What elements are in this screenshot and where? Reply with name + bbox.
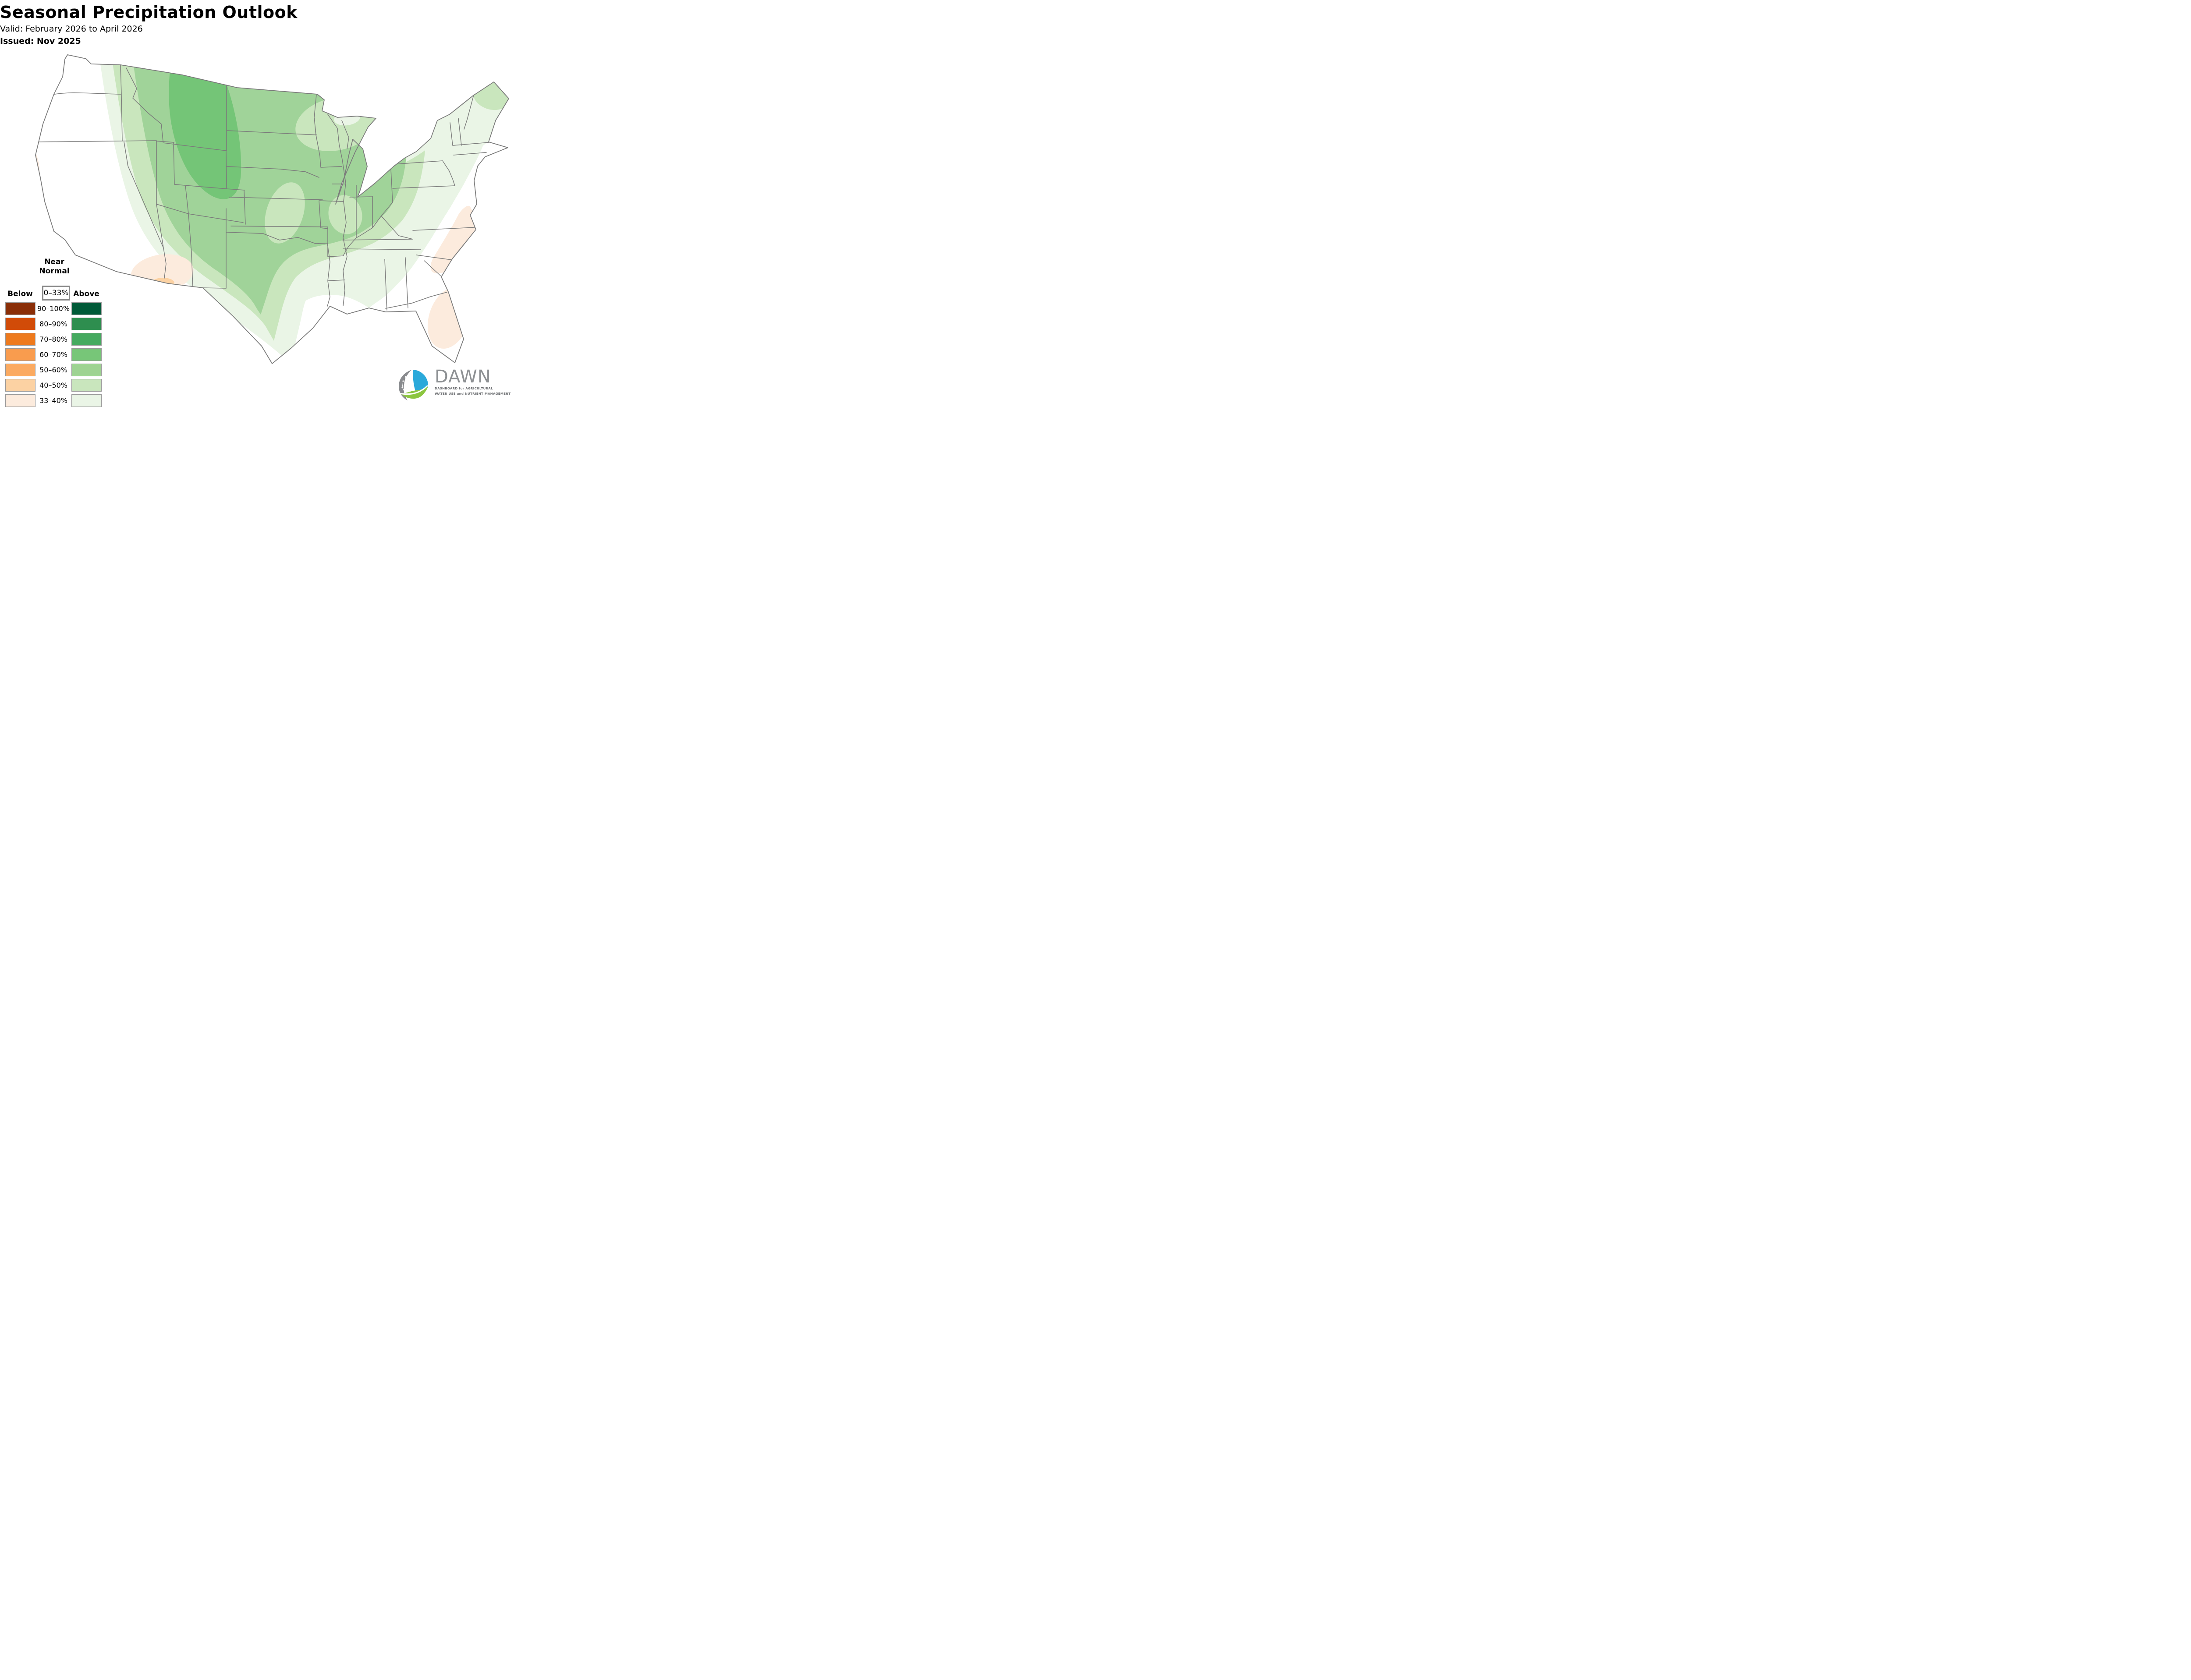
near-normal-line1: Near: [44, 258, 64, 266]
near-normal-line2: Normal: [39, 267, 70, 276]
below-swatch: [5, 302, 35, 315]
range-label: 60–70%: [39, 350, 67, 359]
legend-row: 80–90%: [5, 318, 102, 330]
legend-row: 90–100%: [5, 302, 102, 315]
swoosh-divider: [399, 385, 429, 395]
range-label: 90–100%: [37, 304, 70, 313]
map-svg: [35, 54, 509, 364]
range-label: 33–40%: [39, 396, 67, 405]
dawn-wordmark: DAWN: [435, 367, 491, 387]
legend-row: 50–60%: [5, 364, 102, 376]
us-precipitation-outlook-map: [35, 52, 538, 365]
below-swatch: [5, 394, 35, 407]
above-swatch: [71, 333, 102, 346]
above-column-header: Above: [73, 290, 99, 298]
below-swatch: [5, 318, 35, 330]
range-label: 50–60%: [39, 366, 67, 374]
legend-row: 60–70%: [5, 348, 102, 361]
issued-date: Issued: Nov 2025: [0, 36, 81, 46]
above-swatch: [71, 364, 102, 376]
page-title: Seasonal Precipitation Outlook: [0, 3, 298, 22]
dawn-tagline-line2: WATER USE and NUTRIENT MANAGEMENT: [435, 392, 511, 396]
below-swatch: [5, 364, 35, 376]
legend-row: 70–80%: [5, 333, 102, 346]
dawn-logo-emblem: [397, 369, 429, 402]
valid-period: Valid: February 2026 to April 2026: [0, 24, 143, 34]
arizona-new-mexico-below-40-50-core: [152, 278, 174, 288]
legend-row: 33–40%: [5, 394, 102, 407]
range-label: 70–80%: [39, 335, 67, 343]
above-swatch: [71, 394, 102, 407]
near-normal-range-box: 0–33%: [42, 286, 70, 301]
legend-row: 40–50%: [5, 379, 102, 392]
range-label: 80–90%: [39, 320, 67, 328]
dawn-logo: DAWN DASHBOARD for AGRICULTURAL WATER US…: [395, 368, 511, 403]
above-swatch: [71, 348, 102, 361]
page: Seasonal Precipitation Outlook Valid: Fe…: [0, 0, 572, 420]
conus-outline: [35, 54, 509, 364]
legend-rows: 90–100% 80–90% 70–80% 60–70% 50–60% 40–5…: [5, 302, 102, 410]
dawn-logo-text: DAWN DASHBOARD for AGRICULTURAL WATER US…: [435, 368, 511, 396]
below-swatch: [5, 379, 35, 392]
below-swatch: [5, 348, 35, 361]
above-swatch: [71, 379, 102, 392]
state-borders: [38, 65, 489, 311]
below-swatch: [5, 333, 35, 346]
circuit-dots-icon: [401, 376, 407, 393]
circuit-crescent-icon: [399, 370, 412, 400]
nebraska-iowa-lighter-spot: [265, 182, 305, 244]
above-swatch: [71, 302, 102, 315]
above-swatch: [71, 318, 102, 330]
dawn-tagline-line1: DASHBOARD for AGRICULTURAL: [435, 387, 493, 390]
carolinas-coast-below-region: [430, 205, 475, 273]
range-label: 40–50%: [39, 381, 67, 389]
below-column-header: Below: [7, 290, 33, 298]
near-normal-header: Near Normal: [25, 258, 84, 276]
